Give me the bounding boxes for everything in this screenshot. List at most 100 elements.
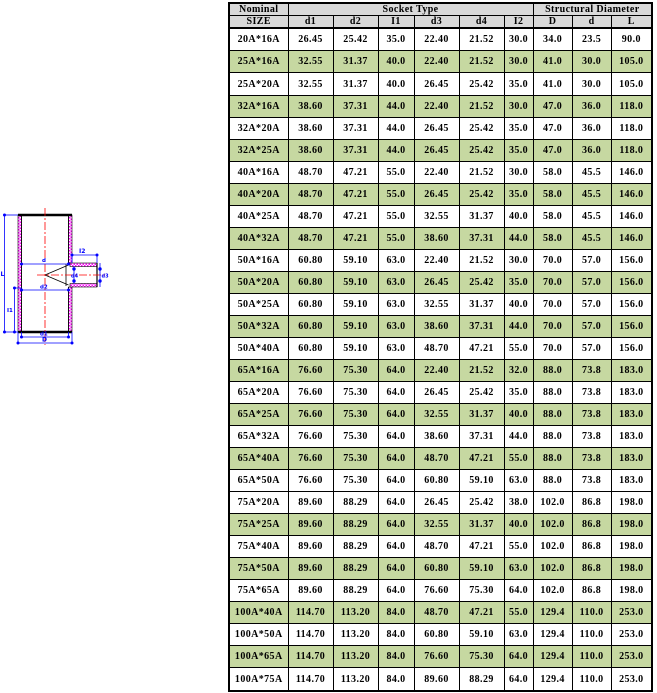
value-cell: 75.30 <box>332 380 379 404</box>
header-size: SIZE <box>228 15 289 29</box>
table-row: 100A*50A 114.70 113.20 84.0 60.80 59.10 63.0 12… <box>228 623 653 647</box>
value-cell: 60.80 <box>287 292 334 316</box>
value-cell: 25.42 <box>458 182 505 206</box>
header-col-d4: d4 <box>458 15 505 29</box>
dim-label-d1: d1 <box>40 332 48 338</box>
value-cell: 35.0 <box>503 380 534 404</box>
value-cell: 55.0 <box>503 601 534 625</box>
table-row: 50A*25A 60.80 59.10 63.0 32.55 31.37 40.0 70.0 5… <box>228 292 653 316</box>
value-cell: 76.60 <box>413 645 460 669</box>
value-cell: 64.0 <box>377 513 415 537</box>
value-cell: 75.30 <box>332 402 379 426</box>
value-cell: 114.70 <box>287 667 334 692</box>
value-cell: 48.70 <box>287 160 334 184</box>
header-structural-diameter-group: Structural Diameter <box>532 2 653 16</box>
value-cell: 30.0 <box>503 27 534 52</box>
size-cell: 65A*40A <box>228 447 289 471</box>
value-cell: 156.0 <box>610 292 653 316</box>
value-cell: 26.45 <box>413 380 460 404</box>
value-cell: 37.31 <box>458 226 505 250</box>
size-cell: 75A*20A <box>228 491 289 515</box>
value-cell: 38.60 <box>287 138 334 162</box>
value-cell: 102.0 <box>532 513 573 537</box>
value-cell: 102.0 <box>532 557 573 581</box>
value-cell: 21.52 <box>458 27 505 52</box>
value-cell: 34.0 <box>532 27 573 52</box>
value-cell: 38.60 <box>413 226 460 250</box>
value-cell: 105.0 <box>610 50 653 74</box>
value-cell: 63.0 <box>377 292 415 316</box>
value-cell: 36.0 <box>571 138 612 162</box>
value-cell: 89.60 <box>287 491 334 515</box>
value-cell: 40.0 <box>503 292 534 316</box>
table-row: 50A*16A 60.80 59.10 63.0 22.40 21.52 30.0 70.0 5… <box>228 248 653 272</box>
value-cell: 198.0 <box>610 535 653 559</box>
value-cell: 90.0 <box>610 27 653 52</box>
value-cell: 22.40 <box>413 50 460 74</box>
value-cell: 57.0 <box>571 248 612 272</box>
value-cell: 35.0 <box>503 72 534 96</box>
value-cell: 40.0 <box>503 513 534 537</box>
value-cell: 32.55 <box>287 72 334 96</box>
dim-label-L: L <box>1 271 5 278</box>
value-cell: 84.0 <box>377 623 415 647</box>
value-cell: 58.0 <box>532 160 573 184</box>
value-cell: 26.45 <box>413 182 460 206</box>
size-cell: 32A*25A <box>228 138 289 162</box>
value-cell: 47.21 <box>458 535 505 559</box>
table-row: 40A*16A 48.70 47.21 55.0 22.40 21.52 30.0 58.0 4… <box>228 160 653 184</box>
table-row: 100A*75A 114.70 113.20 84.0 89.60 88.29 64.0 12… <box>228 667 653 692</box>
size-cell: 65A*50A <box>228 469 289 493</box>
value-cell: 31.37 <box>332 72 379 96</box>
value-cell: 23.5 <box>571 27 612 52</box>
header-col-d3: d3 <box>413 15 460 29</box>
value-cell: 198.0 <box>610 579 653 603</box>
value-cell: 75.30 <box>332 358 379 382</box>
table-row: 32A*20A 38.60 37.31 44.0 26.45 25.42 35.0 47.0 3… <box>228 116 653 140</box>
header-columns-row: SIZE d1 d2 I1 d3 d4 I2 D d L <box>228 15 653 29</box>
value-cell: 30.0 <box>503 50 534 74</box>
value-cell: 47.21 <box>458 336 505 360</box>
value-cell: 156.0 <box>610 270 653 294</box>
value-cell: 44.0 <box>503 424 534 449</box>
table-row: 75A*25A 89.60 88.29 64.0 32.55 31.37 40.0 102.0… <box>228 513 653 537</box>
value-cell: 31.37 <box>458 402 505 426</box>
value-cell: 40.0 <box>377 50 415 74</box>
value-cell: 55.0 <box>377 204 415 228</box>
value-cell: 129.4 <box>532 601 573 625</box>
value-cell: 55.0 <box>503 447 534 471</box>
size-cell: 50A*32A <box>228 314 289 338</box>
value-cell: 26.45 <box>413 491 460 515</box>
value-cell: 22.40 <box>413 27 460 52</box>
value-cell: 183.0 <box>610 447 653 471</box>
table-row: 50A*20A 60.80 59.10 63.0 26.45 25.42 35.0 70.0 5… <box>228 270 653 294</box>
header-col-I1: I1 <box>377 15 415 29</box>
value-cell: 47.0 <box>532 94 573 118</box>
value-cell: 198.0 <box>610 513 653 537</box>
value-cell: 84.0 <box>377 645 415 669</box>
value-cell: 25.42 <box>458 116 505 140</box>
size-cell: 25A*16A <box>228 50 289 74</box>
value-cell: 73.8 <box>571 424 612 449</box>
value-cell: 30.0 <box>503 160 534 184</box>
value-cell: 63.0 <box>377 336 415 360</box>
value-cell: 129.4 <box>532 645 573 669</box>
value-cell: 253.0 <box>610 623 653 647</box>
value-cell: 32.55 <box>413 204 460 228</box>
centerlines <box>37 208 105 345</box>
value-cell: 60.80 <box>287 248 334 272</box>
value-cell: 64.0 <box>377 447 415 471</box>
table-row: 100A*65A 114.70 113.20 84.0 76.60 75.30 64.0 12… <box>228 645 653 669</box>
value-cell: 48.70 <box>287 182 334 206</box>
value-cell: 113.20 <box>332 601 379 625</box>
value-cell: 44.0 <box>377 94 415 118</box>
table-row: 65A*20A 76.60 75.30 64.0 26.45 25.42 35.0 88.0 7… <box>228 380 653 404</box>
value-cell: 129.4 <box>532 623 573 647</box>
size-cell: 65A*20A <box>228 380 289 404</box>
value-cell: 44.0 <box>503 314 534 338</box>
size-cell: 32A*20A <box>228 116 289 140</box>
fitting-diagram: L I1 I2 d d2 d1 D d4 d3 <box>1 208 109 345</box>
value-cell: 105.0 <box>610 72 653 96</box>
dim-label-I1: I1 <box>7 308 13 314</box>
value-cell: 59.10 <box>458 623 505 647</box>
